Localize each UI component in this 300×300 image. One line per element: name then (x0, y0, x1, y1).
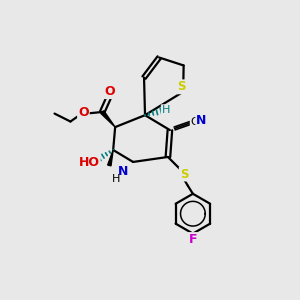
Text: H: H (162, 105, 170, 115)
Text: S: S (180, 167, 188, 181)
Text: S: S (177, 80, 185, 93)
Text: C: C (191, 117, 198, 127)
Text: O: O (105, 85, 116, 98)
Text: N: N (118, 165, 128, 178)
Polygon shape (108, 150, 113, 166)
Polygon shape (101, 111, 115, 127)
Text: N: N (196, 114, 207, 128)
Text: F: F (189, 233, 197, 246)
Text: H: H (112, 174, 120, 184)
Text: HO: HO (79, 156, 100, 169)
Text: O: O (78, 106, 89, 119)
